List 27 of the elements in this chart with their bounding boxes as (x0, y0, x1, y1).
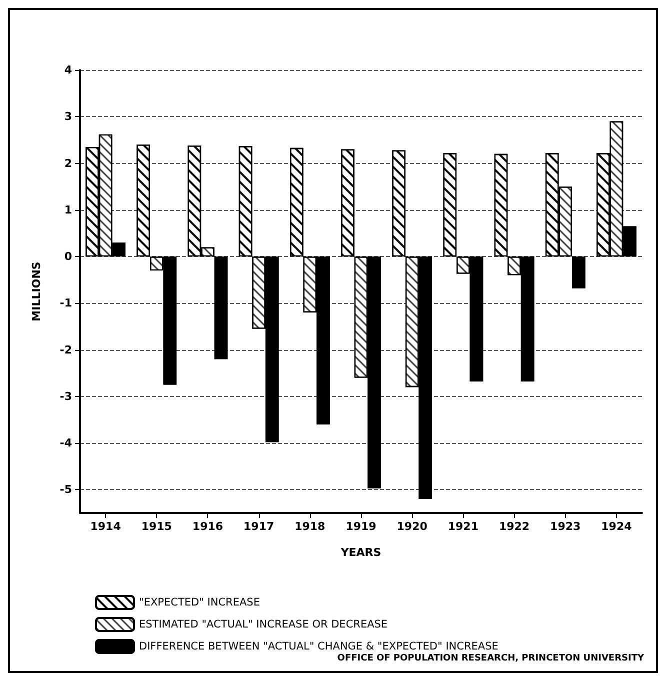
x-tick-label: 1921 (448, 520, 478, 533)
y-tick-label: 2 (64, 156, 72, 170)
x-tick-label: 1924 (601, 520, 632, 533)
y-axis-title: MILLIONS (30, 262, 43, 322)
x-tick-label: 1917 (244, 520, 274, 533)
x-tick-label: 1915 (141, 520, 172, 533)
x-tick-label: 1914 (90, 520, 122, 533)
x-tick-label: 1922 (498, 520, 530, 533)
x-tick-label: 1920 (396, 520, 428, 533)
legend-label: ESTIMATED "ACTUAL" INCREASE OR DECREASE (139, 618, 388, 630)
y-tick-label: 4 (64, 64, 72, 76)
y-tick-label: -1 (60, 296, 72, 310)
text: OFFICE OF POPULATION RESEARCH, PRINCETON UNIVERSITY (337, 654, 644, 664)
x-tick-label: 1923 (550, 520, 581, 533)
x-tick-label: 1918 (294, 520, 326, 533)
y-tick-label: 3 (64, 110, 72, 124)
legend-label: "EXPECTED" INCREASE (139, 596, 260, 608)
legend-label: DIFFERENCE BETWEEN "ACTUAL" CHANGE & "EXPECTED" INCREASE (139, 640, 498, 652)
x-axis-title: YEARS (340, 546, 382, 559)
y-tick-label: -4 (60, 436, 72, 450)
y-tick-label: -3 (60, 390, 72, 403)
y-tick-label: 0 (64, 250, 72, 264)
y-tick-label: -2 (60, 343, 72, 356)
x-tick-label: 1919 (346, 520, 376, 533)
x-tick-label: 1916 (192, 520, 224, 533)
y-tick-label: -5 (60, 483, 72, 496)
y-tick-label: 1 (64, 203, 72, 216)
